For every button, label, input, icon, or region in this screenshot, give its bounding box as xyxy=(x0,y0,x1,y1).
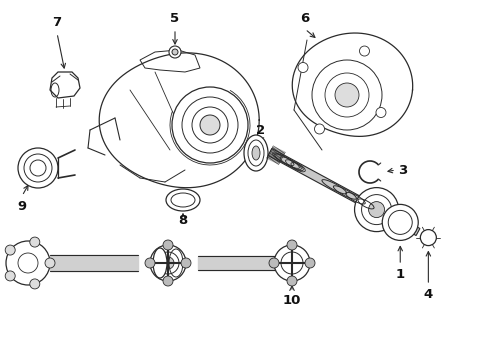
Circle shape xyxy=(172,87,248,163)
Circle shape xyxy=(162,257,174,269)
Ellipse shape xyxy=(252,146,260,160)
Circle shape xyxy=(274,245,310,281)
Circle shape xyxy=(172,49,178,55)
Circle shape xyxy=(6,241,50,285)
Circle shape xyxy=(30,237,40,247)
Ellipse shape xyxy=(244,135,268,171)
Circle shape xyxy=(368,202,385,217)
Text: 1: 1 xyxy=(396,269,405,282)
Text: 7: 7 xyxy=(52,15,62,28)
Circle shape xyxy=(287,276,297,286)
Circle shape xyxy=(355,188,398,231)
Text: 8: 8 xyxy=(178,213,188,226)
Polygon shape xyxy=(99,53,259,188)
Circle shape xyxy=(169,46,181,58)
Text: 9: 9 xyxy=(18,201,26,213)
Polygon shape xyxy=(50,72,80,98)
Polygon shape xyxy=(292,33,413,136)
Text: 5: 5 xyxy=(171,12,179,24)
Ellipse shape xyxy=(166,189,200,211)
Circle shape xyxy=(376,108,386,117)
Circle shape xyxy=(163,240,173,250)
Circle shape xyxy=(420,230,437,246)
Circle shape xyxy=(269,258,279,268)
Ellipse shape xyxy=(153,248,167,278)
Text: 2: 2 xyxy=(256,123,266,136)
Text: 3: 3 xyxy=(398,163,408,176)
Circle shape xyxy=(200,115,220,135)
Circle shape xyxy=(45,258,55,268)
Text: 10: 10 xyxy=(283,293,301,306)
Text: 4: 4 xyxy=(424,288,433,302)
Circle shape xyxy=(18,148,58,188)
Circle shape xyxy=(163,276,173,286)
Text: 6: 6 xyxy=(300,12,310,24)
Circle shape xyxy=(287,240,297,250)
Circle shape xyxy=(360,46,369,56)
Circle shape xyxy=(5,271,15,281)
Circle shape xyxy=(315,124,324,134)
Polygon shape xyxy=(268,148,420,235)
Circle shape xyxy=(5,245,15,255)
Circle shape xyxy=(298,63,308,72)
Circle shape xyxy=(30,279,40,289)
Circle shape xyxy=(335,83,359,107)
Circle shape xyxy=(382,204,418,240)
Circle shape xyxy=(181,258,191,268)
Circle shape xyxy=(150,245,186,281)
Circle shape xyxy=(145,258,155,268)
Circle shape xyxy=(305,258,315,268)
